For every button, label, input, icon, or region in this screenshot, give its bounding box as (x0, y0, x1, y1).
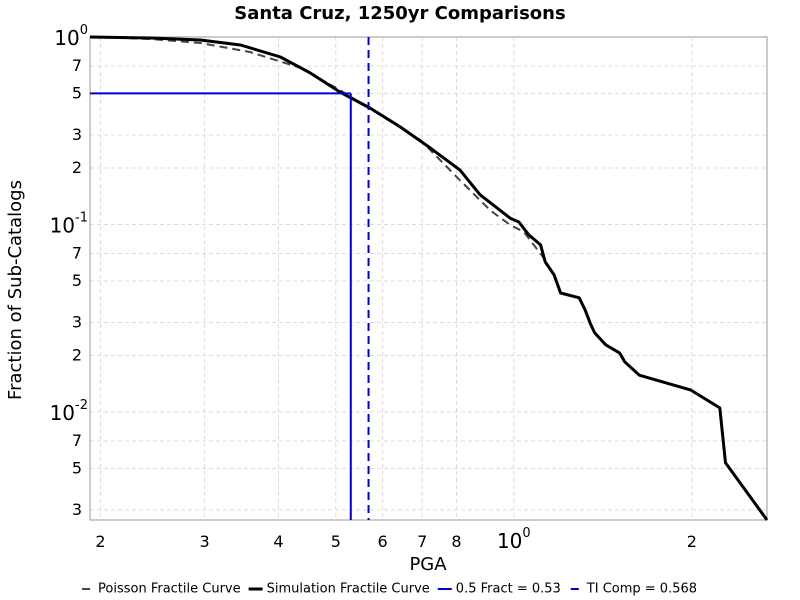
tick-label-text: 2 (72, 158, 82, 177)
legend-label: TI Comp = 0.568 (586, 582, 697, 597)
tick-label-text: 7 (72, 430, 82, 449)
tick-label: 10-1 (50, 210, 88, 237)
tick-label: 7 (417, 532, 427, 551)
tick-label: 2 (687, 532, 697, 551)
tick-label-text: 10 (497, 529, 522, 553)
plot-frame (89, 36, 768, 521)
tick-label: 2 (95, 532, 105, 551)
series-line (89, 35, 769, 521)
tick-label-text: 3 (72, 499, 82, 518)
x-axis-label: PGA (409, 554, 447, 575)
tick-label-exponent: 0 (522, 526, 530, 541)
legend-label: Poisson Fractile Curve (98, 582, 241, 597)
tick-label: 5 (72, 83, 82, 102)
tick-label-text: 7 (72, 243, 82, 262)
tick-label: 7 (72, 430, 82, 449)
tick-label-text: 3 (72, 312, 82, 331)
tick-label-text: 5 (331, 532, 341, 551)
tick-label-text: 5 (72, 270, 82, 289)
tick-label-text: 8 (451, 532, 461, 551)
tick-label-exponent: -2 (75, 397, 88, 412)
tick-label: 100 (54, 23, 88, 50)
tick-label: 3 (72, 125, 82, 144)
tick-label-text: 7 (72, 56, 82, 75)
tick-label-text: 10 (50, 213, 75, 237)
tick-label: 3 (72, 312, 82, 331)
tick-label: 6 (378, 532, 388, 551)
tick-label-text: 3 (200, 532, 210, 551)
tick-label-exponent: 0 (80, 23, 88, 38)
tick-label: 5 (331, 532, 341, 551)
tick-label-text: 10 (54, 26, 79, 50)
tick-label: 10-2 (50, 397, 88, 424)
tick-label: 4 (273, 532, 283, 551)
tick-label-text: 10 (50, 400, 75, 424)
tick-label: 100 (497, 526, 531, 553)
tick-label-text: 2 (687, 532, 697, 551)
tick-label-exponent: -1 (75, 210, 88, 225)
tick-label: 3 (200, 532, 210, 551)
tick-label-text: 5 (72, 83, 82, 102)
legend-label: 0.5 Fract = 0.53 (456, 582, 561, 597)
tick-label: 8 (451, 532, 461, 551)
tick-label-text: 2 (72, 345, 82, 364)
tick-label: 2 (72, 158, 82, 177)
legend-label: Simulation Fractile Curve (267, 582, 430, 597)
tick-label-text: 7 (417, 532, 427, 551)
chart-title: Santa Cruz, 1250yr Comparisons (234, 3, 565, 24)
tick-label: 2 (72, 345, 82, 364)
tick-label: 5 (72, 458, 82, 477)
tick-label-text: 4 (273, 532, 283, 551)
y-axis-label: Fraction of Sub-Catalogs (5, 180, 26, 400)
tick-label-text: 5 (72, 458, 82, 477)
tick-label: 7 (72, 56, 82, 75)
tick-label-text: 3 (72, 125, 82, 144)
tick-label-text: 6 (378, 532, 388, 551)
tick-label: 5 (72, 270, 82, 289)
tick-label-text: 2 (95, 532, 105, 551)
tick-label: 3 (72, 499, 82, 518)
tick-label: 7 (72, 243, 82, 262)
